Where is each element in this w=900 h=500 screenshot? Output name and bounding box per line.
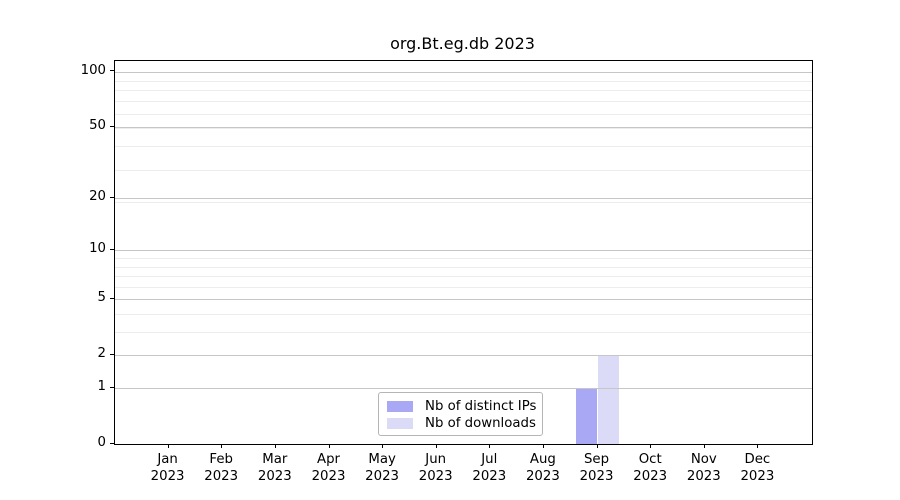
chart-title: org.Bt.eg.db 2023 xyxy=(390,34,535,53)
x-tick-label: Feb 2023 xyxy=(204,452,239,484)
legend: Nb of distinct IPs Nb of downloads xyxy=(378,392,543,436)
gridline-minor xyxy=(115,332,812,334)
x-axis-tick xyxy=(274,444,276,448)
gridline-minor xyxy=(115,169,812,171)
legend-label: Nb of distinct IPs xyxy=(425,399,537,414)
x-axis-tick xyxy=(489,444,491,448)
x-axis-tick xyxy=(328,444,330,448)
gridline-minor xyxy=(115,286,812,288)
y-tick-label: 5 xyxy=(97,290,106,306)
x-axis-tick xyxy=(650,444,652,448)
x-axis-tick xyxy=(757,444,759,448)
bar-distinct-ips xyxy=(575,388,598,444)
gridline-minor xyxy=(115,101,812,103)
y-axis-tick xyxy=(110,249,114,250)
y-axis-tick xyxy=(110,197,114,198)
gridline-minor xyxy=(115,258,812,260)
x-tick-label: Mar 2023 xyxy=(257,452,292,484)
x-tick-label: Apr 2023 xyxy=(311,452,346,484)
legend-swatch xyxy=(387,401,413,412)
gridline-major xyxy=(115,71,812,73)
gridline-major xyxy=(115,126,812,128)
legend-row: Nb of distinct IPs xyxy=(387,398,542,415)
gridline-minor xyxy=(115,80,812,82)
y-tick-label: 20 xyxy=(89,189,106,205)
x-axis-tick xyxy=(221,444,223,448)
x-axis-tick xyxy=(435,444,437,448)
gridline-minor xyxy=(115,113,812,115)
y-axis-tick xyxy=(110,387,114,388)
y-axis-tick xyxy=(110,298,114,299)
gridline-minor xyxy=(115,72,812,74)
gridline-minor xyxy=(115,202,812,204)
x-tick-label: Jun 2023 xyxy=(418,452,453,484)
x-axis-tick xyxy=(703,444,705,448)
legend-row: Nb of downloads xyxy=(387,415,542,432)
x-axis-tick xyxy=(382,444,384,448)
x-tick-label: Jan 2023 xyxy=(150,452,185,484)
legend-label: Nb of downloads xyxy=(425,416,536,431)
bar-downloads xyxy=(597,355,620,444)
gridline-major xyxy=(115,299,812,301)
gridline-major xyxy=(115,355,812,357)
x-tick-label: Aug 2023 xyxy=(525,452,560,484)
y-tick-label: 1 xyxy=(97,379,106,395)
y-tick-label: 10 xyxy=(89,241,106,257)
y-axis-tick xyxy=(110,70,114,71)
x-axis-tick xyxy=(596,444,598,448)
plot-area xyxy=(114,60,813,445)
gridline-minor xyxy=(115,146,812,148)
y-axis-tick xyxy=(110,354,114,355)
x-tick-label: May 2023 xyxy=(365,452,400,484)
y-tick-label: 2 xyxy=(97,346,106,362)
y-tick-label: 50 xyxy=(89,117,106,133)
gridline-major xyxy=(115,198,812,200)
x-tick-label: Dec 2023 xyxy=(740,452,775,484)
gridline-minor xyxy=(115,266,812,268)
y-axis-tick xyxy=(110,443,114,444)
x-tick-label: Oct 2023 xyxy=(633,452,668,484)
y-tick-label: 100 xyxy=(80,62,106,78)
gridline-minor xyxy=(115,128,812,130)
gridline-major xyxy=(115,250,812,252)
x-tick-label: Jul 2023 xyxy=(472,452,507,484)
legend-swatch xyxy=(387,418,413,429)
x-tick-label: Sep 2023 xyxy=(579,452,614,484)
gridline-minor xyxy=(115,314,812,316)
y-axis-tick xyxy=(110,126,114,127)
x-tick-label: Nov 2023 xyxy=(686,452,721,484)
x-axis-tick xyxy=(542,444,544,448)
x-axis-tick xyxy=(167,444,169,448)
gridline-minor xyxy=(115,276,812,278)
y-tick-label: 0 xyxy=(97,435,106,450)
gridline-major xyxy=(115,388,812,390)
gridline-minor xyxy=(115,90,812,92)
